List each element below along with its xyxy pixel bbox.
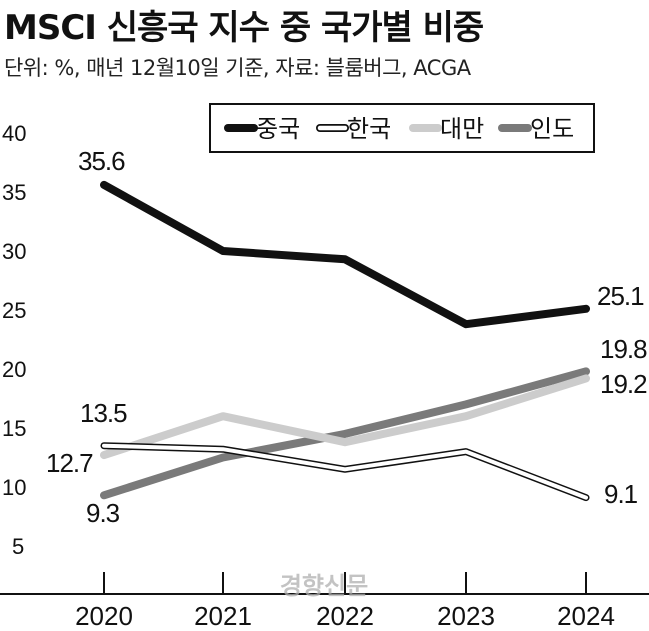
x-tick-label: 2021 (194, 601, 252, 631)
legend-label-taiwan: 대만 (440, 115, 484, 143)
data-label-china-2024: 25.1 (597, 281, 644, 311)
y-tick-label: 30 (2, 239, 26, 264)
y-tick-label: 15 (2, 416, 26, 441)
series-line-india (100, 367, 590, 500)
series-line-taiwan (100, 374, 590, 460)
y-tick-label: 20 (2, 357, 26, 382)
data-label-korea-2024: 9.1 (604, 479, 638, 509)
y-tick-label: 5 (12, 534, 24, 559)
data-label-india-2024: 19.8 (600, 334, 647, 364)
data-label-china-2020: 35.6 (78, 146, 125, 176)
chart-title: MSCI 신흥국 지수 중 국가별 비중 (4, 8, 484, 48)
chart-subtitle: 단위: %, 매년 12월10일 기준, 자료: 블룸버그, ACGA (4, 56, 471, 80)
x-tick-label: 2024 (557, 601, 615, 631)
data-label-korea-2020: 13.5 (80, 398, 127, 428)
legend-label-korea: 한국 (347, 115, 391, 143)
x-tick-label: 2023 (437, 601, 495, 631)
x-tick-label: 2022 (316, 601, 374, 631)
data-label-taiwan-2020: 12.7 (46, 448, 93, 478)
series-line-korea (102, 443, 588, 500)
y-tick-labels: 40 35 30 25 20 15 10 5 (2, 121, 26, 559)
data-label-india-2020: 9.3 (86, 498, 120, 528)
x-tick-labels: 2020 2021 2022 2023 2024 (75, 601, 615, 631)
watermark: 경향신문 (280, 572, 368, 600)
series-line-china (100, 180, 590, 329)
y-tick-label: 35 (2, 180, 26, 205)
legend: 중국 한국 대만 인도 (209, 103, 595, 153)
series-lines (100, 180, 590, 502)
x-axis-ticks (103, 572, 587, 594)
x-tick-label: 2020 (75, 601, 133, 631)
legend-label-china: 중국 (256, 115, 300, 143)
legend-label-india: 인도 (530, 115, 574, 143)
data-labels: 35.6 25.1 13.5 9.1 12.7 19.2 9.3 19.8 (46, 146, 648, 528)
data-label-taiwan-2024: 19.2 (600, 369, 647, 399)
y-tick-label: 40 (2, 121, 26, 146)
y-tick-label: 25 (2, 298, 26, 323)
y-tick-label: 10 (2, 475, 26, 500)
